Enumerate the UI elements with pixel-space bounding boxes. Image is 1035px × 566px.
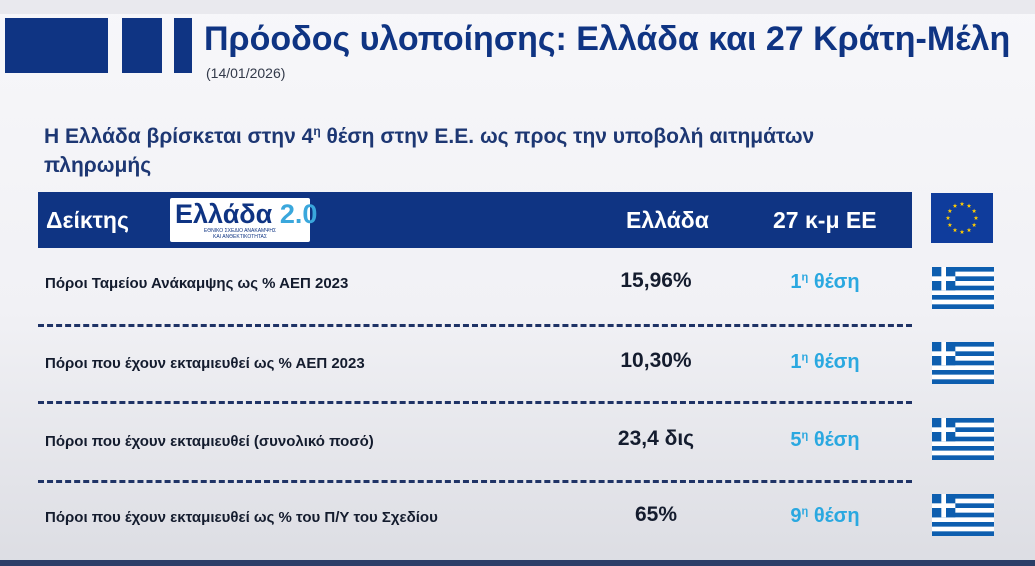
row-greece-value: 10,30% [620, 349, 692, 372]
row-divider [38, 480, 912, 483]
top-strip [0, 0, 1035, 14]
row-divider [38, 401, 912, 404]
rank-number: 9 [790, 505, 802, 527]
greek-flag-icon [932, 342, 994, 384]
table-row: Πόροι που έχουν εκταμιευθεί ως % του Π/Υ… [38, 499, 912, 539]
eu-star [966, 203, 972, 208]
header-indicator: Δείκτης [46, 207, 129, 233]
subtitle-text-end: θέση στην Ε.Ε. ως προς την υποβολή αιτημ… [44, 125, 815, 177]
row-divider [38, 324, 912, 327]
eu-star [947, 222, 953, 227]
eu-star [959, 201, 965, 206]
table-row: Πόροι Ταμείου Ανάκαμψης ως % ΑΕΠ 2023 15… [38, 265, 912, 305]
row-indicator: Πόροι που έχουν εκταμιευθεί ως % ΑΕΠ 202… [45, 355, 365, 372]
subtitle-ordinal: η [313, 124, 321, 138]
eu-star [959, 229, 965, 234]
eu-star [952, 227, 958, 233]
header-eu: 27 κ-μ ΕΕ [773, 207, 877, 233]
row-indicator: Πόροι που έχουν εκταμιευθεί (συνολικό πο… [45, 433, 374, 450]
table-row: Πόροι που έχουν εκταμιευθεί ως % ΑΕΠ 202… [38, 345, 912, 385]
row-indicator: Πόροι Ταμείου Ανάκαμψης ως % ΑΕΠ 2023 [45, 275, 349, 292]
eu-star [971, 208, 977, 213]
rank-ordinal: η [801, 505, 809, 518]
logo-tagline: ΕΘΝΙΚΟ ΣΧΕΔΙΟ ΑΝΑΚΑΜΨΗΣ ΚΑΙ ΑΝΘΕΚΤΙΚΟΤΗΤΑ… [174, 228, 306, 240]
greek-flag-icon [932, 267, 994, 309]
rank-ordinal: η [801, 271, 809, 284]
decor-block-large [5, 18, 108, 73]
row-greece-value: 23,4 δις [617, 427, 695, 450]
page-title: Πρόοδος υλοποίησης: Ελλάδα και 27 Κράτη-… [204, 20, 1011, 58]
rank-text: θέση [808, 505, 860, 527]
table-row: Πόροι που έχουν εκταμιευθεί (συνολικό πο… [38, 423, 912, 463]
eu-star [945, 215, 951, 220]
eu-star [971, 222, 977, 227]
eu-star [973, 215, 979, 220]
eu-star [952, 203, 958, 208]
rank-text: θέση [808, 429, 860, 451]
logo-tagline-2: ΚΑΙ ΑΝΘΕΚΤΙΚΟΤΗΤΑΣ [213, 234, 267, 240]
rank-number: 1 [790, 271, 802, 293]
row-eu-rank: 1η θέση [760, 351, 890, 374]
row-greece-value: 15,96% [620, 269, 692, 292]
logo-tagline-1: ΕΘΝΙΚΟ ΣΧΕΔΙΟ ΑΝΑΚΑΜΨΗΣ [203, 228, 277, 234]
logo-name: Ελλάδα [175, 199, 273, 229]
row-eu-rank: 5η θέση [760, 429, 890, 452]
rank-number: 5 [790, 429, 802, 451]
row-eu-rank: 1η θέση [760, 271, 890, 294]
eu-flag-icon [931, 193, 993, 243]
rank-number: 1 [790, 351, 802, 373]
subtitle-text-start: Η Ελλάδα βρίσκεται στην 4 [44, 125, 314, 148]
greece-2-0-logo: Ελλάδα 2.0 ΕΘΝΙΚΟ ΣΧΕΔΙΟ ΑΝΑΚΑΜΨΗΣ ΚΑΙ ΑΝ… [170, 198, 317, 242]
table-header: Δείκτης Ελλάδα 2.0 ΕΘΝΙΚΟ ΣΧΕΔΙΟ ΑΝΑΚΑΜΨ… [38, 192, 912, 248]
report-date: (14/01/2026) [206, 65, 286, 81]
eu-star [947, 208, 953, 213]
greek-flag-icon [932, 494, 994, 536]
bottom-border [0, 560, 1035, 566]
eu-star [966, 227, 972, 233]
subtitle: Η Ελλάδα βρίσκεται στην 4η θέση στην Ε.Ε… [44, 117, 844, 180]
row-greece-value: 65% [634, 503, 678, 526]
rank-text: θέση [808, 271, 860, 293]
rank-ordinal: η [801, 429, 809, 442]
decor-block-medium [122, 18, 162, 73]
logo-number: 2.0 [279, 199, 318, 229]
decor-block-small [174, 18, 192, 73]
row-indicator: Πόροι που έχουν εκταμιευθεί ως % του Π/Υ… [45, 509, 438, 526]
logo-wordmark: Ελλάδα 2.0 [175, 199, 317, 230]
rank-ordinal: η [801, 351, 809, 364]
row-eu-rank: 9η θέση [760, 505, 890, 528]
header-greece: Ελλάδα [626, 207, 709, 233]
rank-text: θέση [808, 351, 860, 373]
greek-flag-icon [932, 418, 994, 460]
